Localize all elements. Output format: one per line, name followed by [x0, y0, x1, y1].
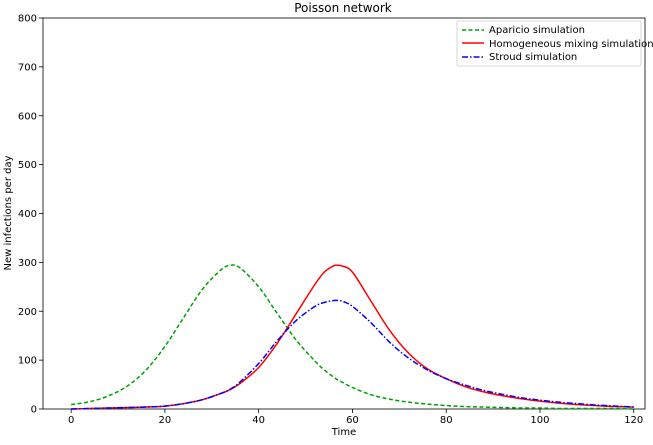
- legend-item-homogeneous: Homogeneous mixing simulation: [462, 39, 653, 50]
- legend: Aparicio simulation Homogeneous mixing s…: [456, 20, 653, 67]
- x-axis-title: Time: [331, 427, 356, 438]
- legend-item-stroud: Stroud simulation: [462, 52, 577, 63]
- legend-label-homogeneous: Homogeneous mixing simulation: [489, 39, 653, 50]
- legend-item-aparicio: Aparicio simulation: [462, 25, 585, 36]
- x-tick-label: 40: [252, 415, 265, 426]
- y-tick-label: 700: [18, 62, 37, 73]
- y-tick-label: 200: [18, 307, 37, 318]
- chart-title: Poisson network: [294, 1, 392, 15]
- y-axis-title: New infections per day: [3, 155, 14, 270]
- x-tick-label: 0: [68, 415, 74, 426]
- y-tick-label: 300: [18, 258, 37, 269]
- y-tick-label: 100: [18, 356, 37, 367]
- x-axis-ticks: 0 20 40 60 80 100 120: [68, 409, 643, 426]
- plot-area: [42, 17, 646, 410]
- series-layer: [71, 264, 634, 410]
- y-tick-label: 500: [18, 160, 37, 171]
- x-tick-label: 20: [159, 415, 172, 426]
- series-line-aparicio-simulation: [71, 264, 634, 410]
- legend-label-stroud: Stroud simulation: [489, 52, 577, 63]
- series-line-stroud-simulation: [71, 299, 634, 410]
- x-tick-label: 80: [440, 415, 453, 426]
- x-tick-label: 120: [624, 415, 643, 426]
- x-tick-label: 60: [346, 415, 359, 426]
- y-axis-ticks: 0 100 200 300 400 500 600 700 800: [18, 14, 43, 416]
- legend-box: [456, 20, 642, 67]
- y-tick-label: 800: [18, 14, 37, 25]
- plot-frame: [42, 17, 646, 410]
- y-tick-label: 400: [18, 209, 37, 220]
- y-tick-label: 600: [18, 111, 37, 122]
- legend-label-aparicio: Aparicio simulation: [489, 25, 585, 36]
- y-tick-label: 0: [31, 405, 37, 416]
- x-tick-label: 100: [530, 415, 549, 426]
